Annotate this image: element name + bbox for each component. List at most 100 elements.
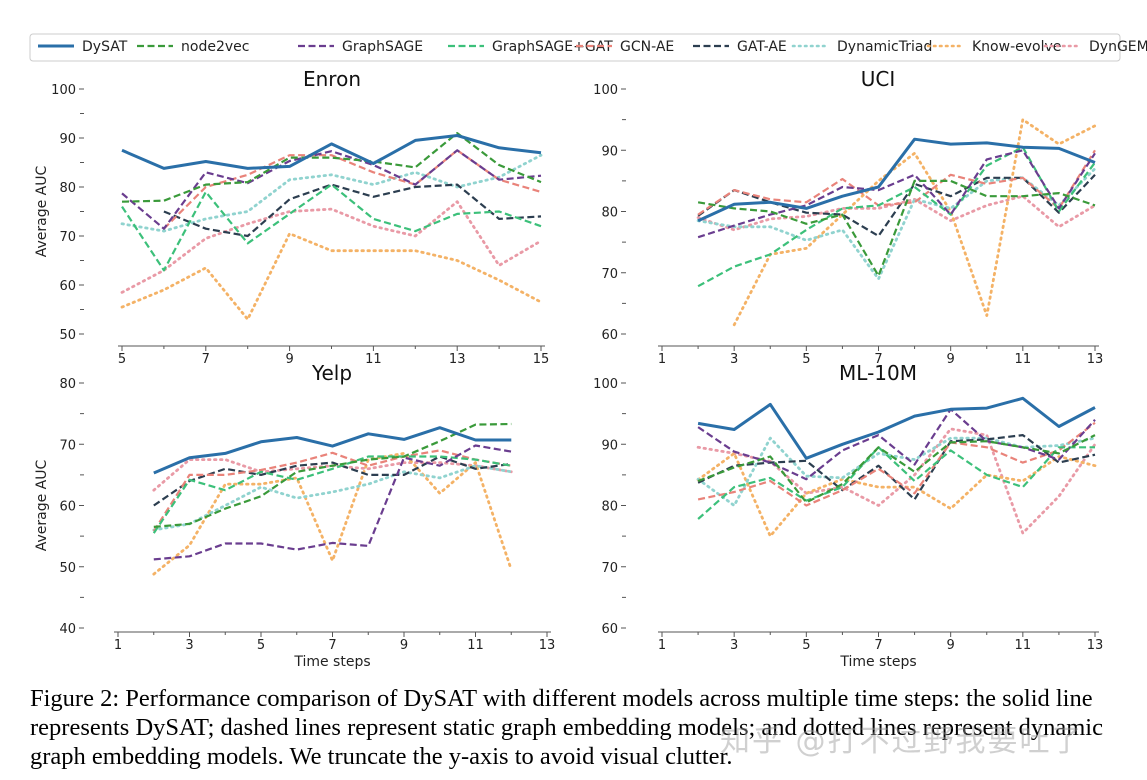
x-axis-label: Time steps — [293, 654, 370, 670]
series-line-gcn-ae — [152, 449, 512, 532]
series-line-gat-ae — [697, 434, 1096, 501]
legend-label: GCN-AE — [620, 39, 674, 55]
x-tick-label: 1 — [658, 352, 666, 367]
y-tick-label: 70 — [59, 438, 76, 453]
x-tick-label: 1 — [114, 638, 122, 653]
legend-item: GAT-AE — [693, 39, 787, 55]
legend-item: GraphSAGE — [298, 39, 423, 55]
series-line-node2vec — [697, 434, 1096, 504]
legend-item: DySAT — [38, 39, 128, 55]
series-line-gat-ae — [153, 455, 512, 507]
series-line-graphsage-gat — [121, 183, 542, 272]
x-tick-label: 11 — [467, 638, 484, 653]
subplot-title: UCI — [861, 67, 896, 91]
x-tick-label: 7 — [328, 638, 336, 653]
series-line-gat-ae — [163, 183, 542, 238]
series-line-gcn-ae — [697, 421, 1096, 507]
x-tick-label: 11 — [365, 352, 382, 367]
x-tick-label: 11 — [1015, 352, 1032, 367]
legend-label: GAT-AE — [737, 39, 787, 55]
y-tick-label: 80 — [59, 181, 76, 196]
x-tick-label: 3 — [730, 352, 738, 367]
y-tick-label: 80 — [59, 377, 76, 392]
legend-item: DynGEM — [1043, 39, 1147, 55]
y-tick-label: 70 — [601, 561, 618, 576]
y-tick-label: 100 — [593, 377, 618, 392]
series-line-gcn-ae — [163, 149, 542, 230]
x-tick-label: 13 — [539, 638, 556, 653]
y-tick-label: 90 — [59, 132, 76, 147]
x-tick-label: 13 — [1087, 638, 1104, 653]
y-tick-label: 100 — [51, 83, 76, 98]
legend-label: Know-evolve — [972, 39, 1061, 55]
y-tick-label: 60 — [601, 328, 618, 343]
series-line-know-evolve — [120, 232, 543, 321]
y-tick-label: 70 — [601, 267, 618, 282]
x-tick-label: 5 — [257, 638, 265, 653]
y-tick-label: 60 — [601, 622, 618, 637]
subplot-title: ML-10M — [839, 361, 917, 385]
x-tick-label: 15 — [533, 352, 550, 367]
legend-item: Know-evolve — [926, 39, 1061, 55]
subplot-title: Yelp — [311, 361, 352, 385]
series-line-dysat — [121, 134, 542, 170]
series-line-know-evolve — [152, 452, 513, 576]
series-line-know-evolve — [696, 452, 1097, 538]
figure-caption: Figure 2: Performance comparison of DySA… — [30, 685, 1103, 770]
x-tick-label: 3 — [185, 638, 193, 653]
legend-label: node2vec — [181, 39, 249, 55]
x-tick-label: 1 — [658, 638, 666, 653]
subplot-title: Enron — [303, 67, 361, 91]
y-tick-label: 50 — [59, 328, 76, 343]
series-line-dynamictriad — [152, 464, 513, 532]
y-tick-label: 90 — [601, 438, 618, 453]
legend-frame — [29, 33, 1121, 62]
series-line-dysat — [697, 396, 1096, 460]
legend-label: GraphSAGE — [342, 39, 423, 55]
x-tick-label: 5 — [802, 352, 810, 367]
legend-item: GCN-AE — [576, 39, 674, 55]
series-line-dynamictriad — [696, 436, 1097, 507]
x-tick-label: 5 — [802, 638, 810, 653]
subplot-enron: Enron 5 7 9 11 13 15 50 60 70 80 90 100 Average AUC — [34, 67, 549, 367]
x-tick-label: 11 — [1015, 638, 1032, 653]
legend-item: node2vec — [137, 39, 249, 55]
chart-figure: DySAT node2vec GraphSAGE GraphSAGE+GAT GCN-A… — [29, 33, 1147, 670]
series-line-dynamictriad — [696, 167, 1097, 281]
x-tick-label: 9 — [400, 638, 408, 653]
y-axis-label: Average AUC — [34, 166, 50, 258]
y-tick-label: 90 — [601, 144, 618, 159]
x-tick-label: 13 — [1087, 352, 1104, 367]
series-line-graphsage — [697, 149, 1096, 239]
series-line-dyngem — [120, 200, 543, 294]
legend-label: DynGEM — [1089, 39, 1147, 55]
y-tick-label: 80 — [601, 206, 618, 221]
series-line-gcn-ae — [697, 149, 1096, 216]
y-tick-label: 50 — [59, 561, 76, 576]
legend-label: GraphSAGE+GAT — [492, 39, 613, 55]
y-tick-label: 100 — [593, 83, 618, 98]
series-line-graphsage-gat — [697, 446, 1095, 520]
series-line-dyngem — [696, 194, 1097, 232]
series-line-graphsage — [697, 408, 1096, 481]
y-tick-label: 80 — [601, 500, 618, 515]
series-line-graphsage-gat — [152, 455, 512, 534]
series-line-graphsage — [121, 149, 542, 230]
legend-label: DynamicTriad — [837, 39, 932, 55]
x-tick-label: 5 — [118, 352, 126, 367]
x-axis-label: Time steps — [839, 654, 916, 670]
y-tick-label: 40 — [59, 622, 76, 637]
legend: DySAT node2vec GraphSAGE GraphSAGE+GAT GCN-A… — [29, 33, 1147, 62]
x-tick-label: 7 — [874, 638, 882, 653]
y-tick-label: 70 — [59, 230, 76, 245]
x-tick-label: 3 — [730, 638, 738, 653]
x-tick-label: 9 — [947, 352, 955, 367]
series-line-graphsage — [153, 444, 512, 561]
x-tick-label: 7 — [202, 352, 210, 367]
x-tick-label: 9 — [947, 638, 955, 653]
x-tick-label: 9 — [285, 352, 293, 367]
series-line-know-evolve — [732, 118, 1097, 327]
